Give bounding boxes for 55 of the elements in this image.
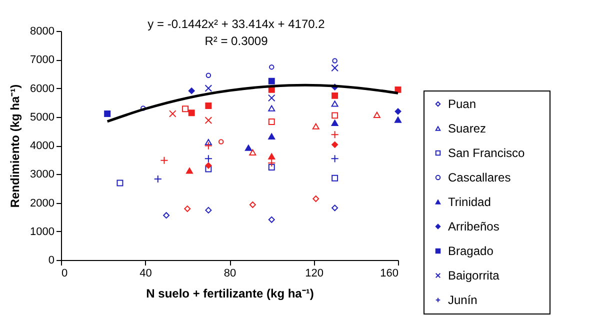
point [160, 156, 168, 164]
y-tick-label: 7000 [30, 54, 54, 66]
y-tick-label: 1000 [30, 226, 54, 238]
point [332, 58, 338, 64]
legend-label: Arribeños [448, 220, 500, 234]
point [116, 180, 124, 186]
y-tick-label: 4000 [30, 140, 54, 152]
y-tick-label: 6000 [30, 82, 54, 95]
point [330, 130, 339, 139]
point [205, 166, 212, 172]
point [188, 88, 195, 94]
point [204, 84, 212, 92]
point [140, 106, 146, 111]
x-tick-label: 0 [62, 268, 68, 280]
point [269, 64, 274, 70]
y-tick-label: 3000 [30, 168, 54, 181]
y-tick-label: 8000 [30, 26, 54, 38]
point [268, 133, 276, 140]
point [204, 142, 212, 150]
point [331, 64, 338, 72]
point [244, 144, 252, 151]
point [188, 110, 195, 116]
point [331, 120, 338, 126]
point [332, 92, 338, 99]
point [206, 72, 212, 78]
y-axis-title: Rendimiento (kg ha⁻¹) [8, 84, 22, 208]
point [332, 174, 338, 182]
legend-label: Trinidad [448, 195, 491, 209]
x-tick-label: 80 [224, 268, 236, 280]
point [268, 164, 275, 170]
legend-label: Puan [448, 97, 476, 111]
point [163, 212, 170, 219]
legend-label: Baigorrita [448, 268, 500, 282]
point [268, 94, 276, 102]
point [332, 204, 338, 212]
point [268, 216, 275, 223]
x-axis-title: N suelo + fertilizante (kg ha⁻¹) [146, 286, 314, 300]
point [394, 108, 402, 115]
legend-label: Bragado [448, 244, 494, 258]
point [268, 158, 276, 167]
text: y = -0.1442x² + 33.414x + 4170.2 [148, 17, 326, 31]
x-tick-label: 160 [380, 268, 398, 280]
point [394, 116, 402, 123]
legend-label: San Francisco [448, 146, 526, 160]
legend-label: Suarez [448, 122, 486, 136]
point [205, 206, 212, 214]
y-tick-label: 2000 [30, 197, 54, 210]
point [205, 102, 212, 109]
x-tick-label: 120 [305, 268, 324, 280]
x-tick-label: 40 [140, 268, 152, 280]
legend-label: Junín [448, 293, 478, 307]
annotation: R² = 0.3009 [204, 34, 268, 48]
y-tick-label: 5000 [30, 111, 54, 124]
legend-label: Cascallares [448, 170, 511, 184]
y-tick-label: 0 [48, 254, 54, 266]
